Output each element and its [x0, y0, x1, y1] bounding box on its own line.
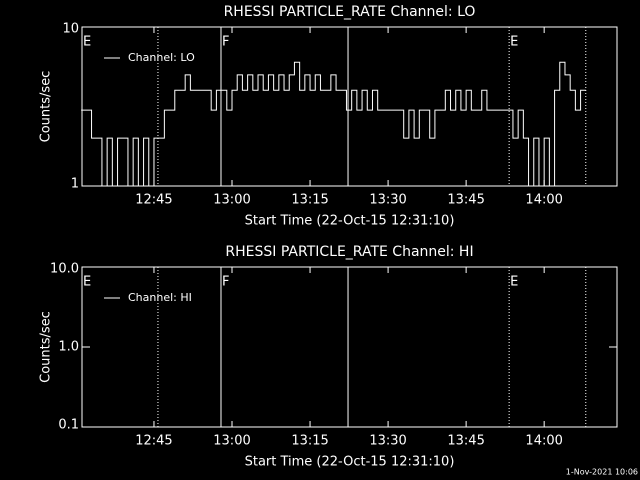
x-tick-label: 13:00 [213, 193, 250, 208]
legend-label: Channel: LO [128, 51, 195, 64]
event-label: F [222, 35, 229, 50]
x-tick-label: 12:45 [135, 434, 172, 449]
chart-title: RHESSI PARTICLE_RATE Channel: HI [225, 244, 473, 260]
y-tick-label: 10.0 [50, 262, 79, 277]
x-tick-label: 12:45 [135, 193, 172, 208]
y-axis-label: Counts/sec [39, 71, 54, 143]
x-tick-label: 13:15 [291, 193, 328, 208]
y-tick-label: 10 [62, 22, 79, 37]
x-axis-label: Start Time (22-Oct-15 12:31:10) [245, 214, 455, 229]
x-tick-label: 13:15 [291, 434, 328, 449]
x-tick-label: 13:00 [213, 434, 250, 449]
event-label: F [222, 275, 229, 290]
y-tick-label: 1.0 [58, 340, 79, 355]
chart-title: RHESSI PARTICLE_RATE Channel: LO [224, 4, 476, 20]
x-tick-label: 13:45 [447, 434, 484, 449]
x-tick-label: 13:45 [447, 193, 484, 208]
y-tick-label: 1 [71, 177, 79, 192]
footer: 1-Nov-2021 10:06 [566, 468, 638, 477]
x-tick-label: 14:00 [525, 193, 562, 208]
x-tick-label: 13:30 [369, 434, 406, 449]
data-line [81, 61, 586, 187]
y-axis-label: Counts/sec [39, 311, 54, 383]
x-tick-label: 14:00 [525, 434, 562, 449]
legend-label: Channel: HI [128, 291, 192, 304]
x-axis-label: Start Time (22-Oct-15 12:31:10) [245, 455, 455, 470]
y-tick-label: 0.1 [58, 418, 79, 433]
event-label: E [83, 275, 91, 290]
event-label: E [510, 35, 518, 50]
event-label: E [510, 275, 518, 290]
plot-frame [81, 26, 618, 187]
event-label: E [83, 35, 91, 50]
x-tick-label: 13:30 [369, 193, 406, 208]
